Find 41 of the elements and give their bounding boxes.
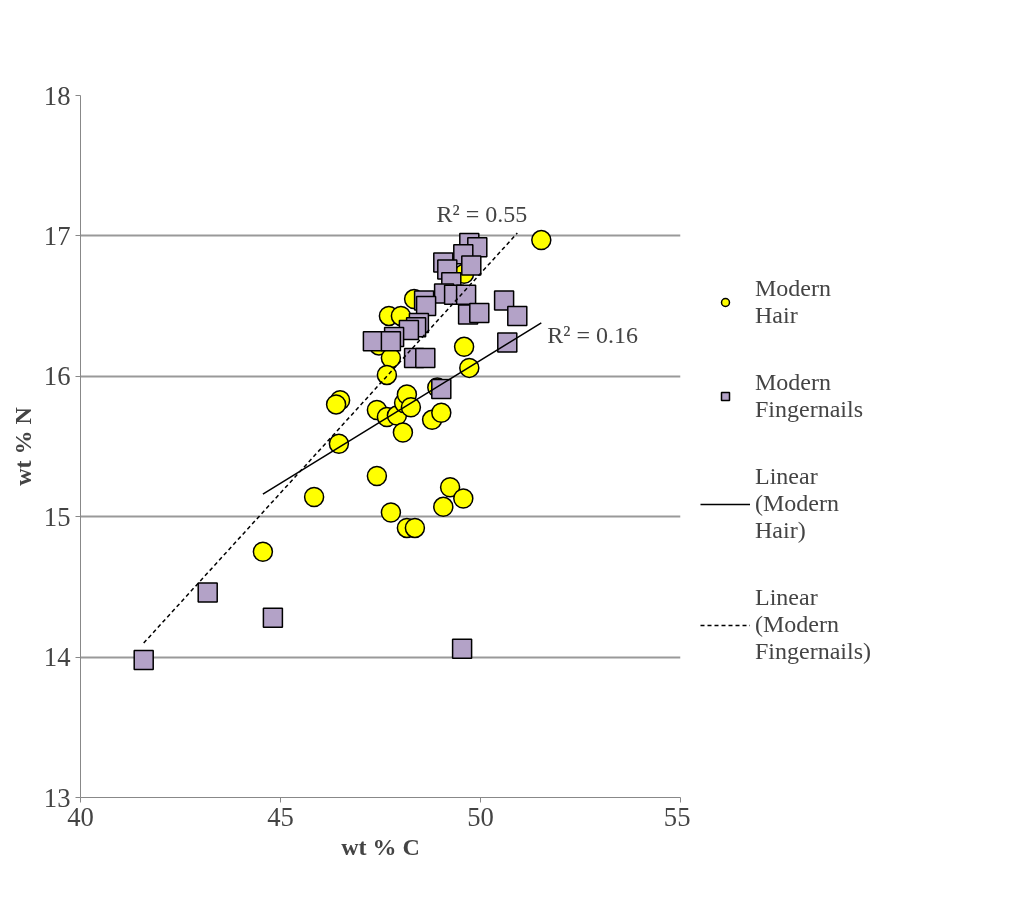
point (531, 229, 552, 251)
point (451, 638, 473, 659)
y-tick-label: 15 (43, 501, 71, 532)
point (439, 476, 461, 498)
x-tick-label: 50 (467, 801, 494, 832)
point (493, 290, 515, 311)
legend-label: Modern Hair (755, 275, 831, 329)
legend-label: Linear (Modern Hair) (755, 463, 839, 544)
point (400, 396, 422, 418)
annotation: R² = 0.55 (436, 201, 528, 228)
point (376, 364, 398, 386)
point (469, 302, 490, 324)
y-tick-label: 18 (43, 80, 71, 111)
point (497, 332, 518, 353)
point (366, 465, 388, 487)
point (392, 422, 414, 443)
point (453, 336, 475, 358)
x-axis-title: wt % C (341, 833, 420, 860)
y-tick-label: 14 (43, 642, 71, 673)
y-axis-title: wt % N (9, 406, 36, 486)
point (252, 541, 274, 563)
legend-label: Linear (Modern Fingernails) (755, 584, 871, 665)
point (380, 502, 402, 523)
point (303, 486, 325, 508)
x-tick-label: 45 (267, 801, 294, 832)
point (133, 649, 154, 671)
point (325, 394, 347, 415)
point (415, 347, 436, 369)
y-tick-label: 16 (43, 361, 71, 392)
y-tick-label: 17 (43, 220, 71, 251)
point (262, 607, 284, 629)
point (461, 255, 482, 276)
legend-label: Modern Fingernails (755, 369, 863, 423)
annotation: R² = 0.16 (547, 321, 639, 348)
point (404, 517, 426, 539)
point (453, 488, 474, 509)
point (431, 402, 452, 424)
x-tick-label: 55 (663, 801, 691, 832)
point (507, 305, 528, 327)
point (433, 496, 454, 518)
point (197, 582, 218, 603)
